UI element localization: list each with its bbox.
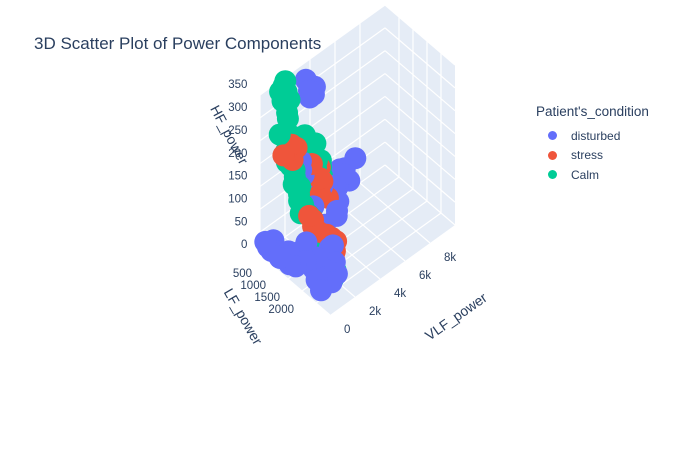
grid-line-y [384,4,456,66]
legend: Patient's_condition disturbed stress Cal… [536,104,649,185]
legend-marker-disturbed [548,131,557,141]
y-tick-label: 50 [235,216,248,228]
z-tick-label: 6k [419,270,431,282]
y-tick-label: 300 [228,102,247,114]
legend-label-disturbed: disturbed [571,128,621,143]
point-stress[interactable] [298,204,321,227]
legend-item-calm[interactable]: Calm [536,165,649,185]
x-tick-label: 1000 [240,280,266,292]
legend-item-disturbed[interactable]: disturbed [536,126,649,146]
grid-line-y [384,73,456,135]
grid-line-y [384,27,456,89]
grid-line-y [384,95,456,157]
point-calm[interactable] [268,123,291,146]
point-calm[interactable] [269,80,292,103]
legend-marker-calm [548,170,557,180]
grid-line-y [384,118,456,180]
point-disturbed[interactable] [310,279,332,302]
y-tick-label: 350 [228,79,247,91]
y-tick-label: 250 [228,125,247,137]
y-tick-label: 150 [228,171,247,183]
legend-label-calm: Calm [571,167,600,182]
y-tick-label: 100 [228,193,247,205]
grid-line-z [359,182,431,244]
point-disturbed[interactable] [321,234,344,257]
data-points [254,68,367,302]
point-disturbed[interactable] [254,230,277,253]
z-tick-label: 0 [344,324,350,336]
x-tick-label: 2000 [268,304,294,316]
point-stress[interactable] [272,144,295,167]
y-tick-label: 200 [228,148,247,160]
chart-title: 3D Scatter Plot of Power Components [34,34,322,53]
legend-title: Patient's_condition [536,104,649,119]
grid-line-y [384,141,456,203]
point-disturbed[interactable] [268,247,291,269]
z-tick-label: 8k [444,252,456,264]
x-tick-label: 1500 [254,292,280,304]
z-tick-label: 2k [369,306,381,318]
y-tick-label: 0 [241,239,247,251]
legend-marker-stress [548,150,557,160]
grid-line-y [384,50,456,112]
point-calm[interactable] [282,173,305,196]
legend-label-stress: stress [571,148,604,163]
point-disturbed[interactable] [298,79,320,102]
grid-line-y [384,164,456,226]
legend-item-stress[interactable]: stress [536,146,649,166]
z-tick-label: 4k [394,288,406,300]
x-tick-label: 500 [233,268,252,280]
z-axis-title: VLF_power [422,289,490,343]
right-wall-panel [385,5,455,225]
